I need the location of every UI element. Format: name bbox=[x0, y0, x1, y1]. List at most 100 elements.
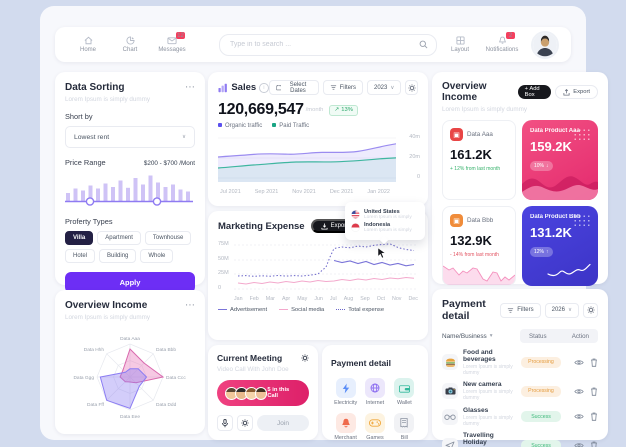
arrow-up-icon: ↑ bbox=[546, 249, 549, 255]
year-dropdown[interactable]: 2023 ∨ bbox=[366, 80, 402, 95]
delete-icon[interactable] bbox=[590, 387, 598, 396]
notifications-badge: 2 bbox=[506, 32, 515, 39]
marketing-x-axis: Jan Feb Mar Apr May Jun Jul Aug Sep Oct Nov De… bbox=[234, 296, 418, 302]
nav-chart[interactable]: Chart bbox=[109, 36, 151, 53]
active-call-pill[interactable]: 5 in this Call bbox=[217, 380, 309, 406]
select-dates-button[interactable]: Select Dates bbox=[268, 80, 319, 95]
export-button[interactable]: Export bbox=[555, 85, 598, 99]
status-badge: Success bbox=[521, 411, 561, 422]
navbar-right: Layout 2 Notifications bbox=[439, 30, 559, 59]
view-icon[interactable] bbox=[574, 413, 584, 420]
data-bbb-icon: ▣ bbox=[450, 214, 463, 227]
data-bbb-sparkline bbox=[443, 265, 515, 285]
filter-icon bbox=[330, 85, 336, 90]
svg-text:Data Fff: Data Fff bbox=[87, 402, 105, 408]
call-settings-button[interactable] bbox=[237, 415, 253, 431]
chip-villa[interactable]: Villa bbox=[65, 231, 94, 245]
sales-unit: /month bbox=[305, 107, 324, 113]
chip-whole[interactable]: Whole bbox=[140, 249, 174, 263]
apply-button[interactable]: Apply bbox=[65, 272, 195, 293]
mkt-ytick-25: 25M bbox=[218, 270, 229, 276]
payment-item-merchant[interactable]: Merchant bbox=[331, 413, 360, 441]
sales-settings-button[interactable] bbox=[405, 80, 418, 95]
data-sorting-panel: Data Sorting ⋯ Lorem Ipsum is simply dum… bbox=[55, 72, 205, 293]
data-aaa-value: 161.2K bbox=[450, 147, 492, 162]
us-flag-icon bbox=[351, 210, 360, 219]
marketing-title: Marketing Expense bbox=[218, 220, 305, 232]
messages-badge: 12 bbox=[176, 32, 185, 39]
payment-item-wallet[interactable]: Wallet bbox=[390, 378, 419, 406]
user-avatar[interactable] bbox=[531, 30, 559, 59]
column-name-business[interactable]: Name/Business ▾ bbox=[442, 332, 493, 340]
overview-income-panel: Overview Income + Add Box Export Lorem I… bbox=[432, 72, 608, 286]
burger-icon bbox=[442, 354, 458, 370]
chip-building[interactable]: Building bbox=[99, 249, 137, 263]
top-navbar: Home Chart 12 Messages Layout 2 Notifica… bbox=[55, 27, 571, 62]
gear-icon[interactable] bbox=[301, 354, 309, 362]
year-dropdown[interactable]: 2026 ∨ bbox=[544, 302, 579, 318]
tooltip-desc-2: Lorem Ipsum is simply bbox=[364, 228, 412, 233]
filters-button[interactable]: Filters bbox=[322, 80, 363, 95]
price-range-label: Price Range bbox=[65, 158, 106, 167]
slider-handle-min bbox=[85, 197, 95, 206]
paid-dot bbox=[272, 123, 277, 127]
view-icon[interactable] bbox=[574, 388, 584, 395]
wave-decoration bbox=[522, 176, 598, 200]
sort-dropdown[interactable]: Lowest rent ∨ bbox=[65, 126, 195, 148]
chip-hotel[interactable]: Hotel bbox=[65, 249, 96, 263]
join-button[interactable]: Join bbox=[257, 415, 309, 431]
more-menu-icon[interactable]: ⋯ bbox=[185, 81, 195, 93]
arrow-down-icon: ↓ bbox=[546, 163, 549, 169]
payment-detail-table-panel: Payment detail Filters 2026 ∨ Name/Busin… bbox=[432, 289, 608, 447]
sales-chart: 40m 20m 0 bbox=[217, 134, 420, 187]
indonesia-flag-icon bbox=[351, 223, 360, 232]
view-icon[interactable] bbox=[574, 442, 584, 447]
total-legend-line bbox=[336, 308, 346, 310]
radar-panel-subtitle: Lorem Ipsum is simply dummy bbox=[65, 314, 151, 321]
payment-item-games[interactable]: Games bbox=[360, 413, 389, 441]
search-icon[interactable] bbox=[419, 40, 428, 49]
delete-icon[interactable] bbox=[590, 441, 598, 447]
price-range-value: $200 - $700 /Mont bbox=[143, 160, 195, 167]
chip-apartment[interactable]: Apartment bbox=[97, 231, 141, 245]
nav-home[interactable]: Home bbox=[67, 36, 109, 53]
mkt-ytick-50: 50M bbox=[218, 256, 229, 262]
payment-item-internet[interactable]: Internet bbox=[360, 378, 389, 406]
data-sorting-subtitle: Lorem Ipsum is simply dummy bbox=[65, 96, 151, 103]
svg-text:Data Ggg: Data Ggg bbox=[73, 375, 94, 381]
svg-text:Data Aaa: Data Aaa bbox=[120, 336, 140, 342]
add-box-button[interactable]: + Add Box bbox=[517, 85, 552, 99]
info-icon[interactable]: i bbox=[259, 82, 269, 93]
payment-item-bill[interactable]: Bill bbox=[390, 413, 419, 441]
table-settings-button[interactable] bbox=[583, 302, 598, 318]
delete-icon[interactable] bbox=[590, 358, 598, 367]
mic-button[interactable] bbox=[217, 415, 233, 431]
nav-notifications[interactable]: 2 Notifications bbox=[481, 32, 523, 53]
delete-icon[interactable] bbox=[590, 412, 598, 421]
bill-icon bbox=[400, 418, 408, 428]
table-row: New camera Lorem Ipsum is simply dummy P… bbox=[442, 381, 598, 401]
radar-panel-title: Overview Income bbox=[65, 300, 148, 311]
chip-townhouse[interactable]: Townhouse bbox=[144, 231, 192, 245]
view-icon[interactable] bbox=[574, 359, 584, 366]
social-media-line bbox=[237, 276, 415, 285]
payment-detail-grid-panel: Payment detail Electricity Internet Wall… bbox=[322, 345, 428, 441]
search-input[interactable] bbox=[228, 40, 419, 49]
social-legend-line bbox=[279, 308, 289, 310]
status-badge: Processing bbox=[521, 385, 561, 397]
chevron-down-icon: ∨ bbox=[181, 134, 186, 140]
radar-series-purple bbox=[99, 368, 148, 410]
mkt-ytick-75: 75M bbox=[218, 241, 229, 247]
product-aaa-value: 159.2K bbox=[530, 139, 572, 154]
calendar-icon bbox=[275, 85, 282, 91]
price-histogram-slider[interactable] bbox=[65, 171, 193, 207]
filters-button[interactable]: Filters bbox=[500, 302, 541, 318]
export-icon bbox=[563, 88, 570, 96]
nav-layout[interactable]: Layout bbox=[439, 36, 481, 53]
payment-grid-title: Payment detail bbox=[331, 358, 391, 368]
data-aaa-icon: ▣ bbox=[450, 128, 463, 141]
more-menu-icon[interactable]: ⋯ bbox=[185, 299, 195, 311]
payment-item-electricity[interactable]: Electricity bbox=[331, 378, 360, 406]
nav-messages[interactable]: 12 Messages bbox=[151, 32, 193, 53]
product-aaa-badge: 10% ↓ bbox=[530, 161, 553, 171]
